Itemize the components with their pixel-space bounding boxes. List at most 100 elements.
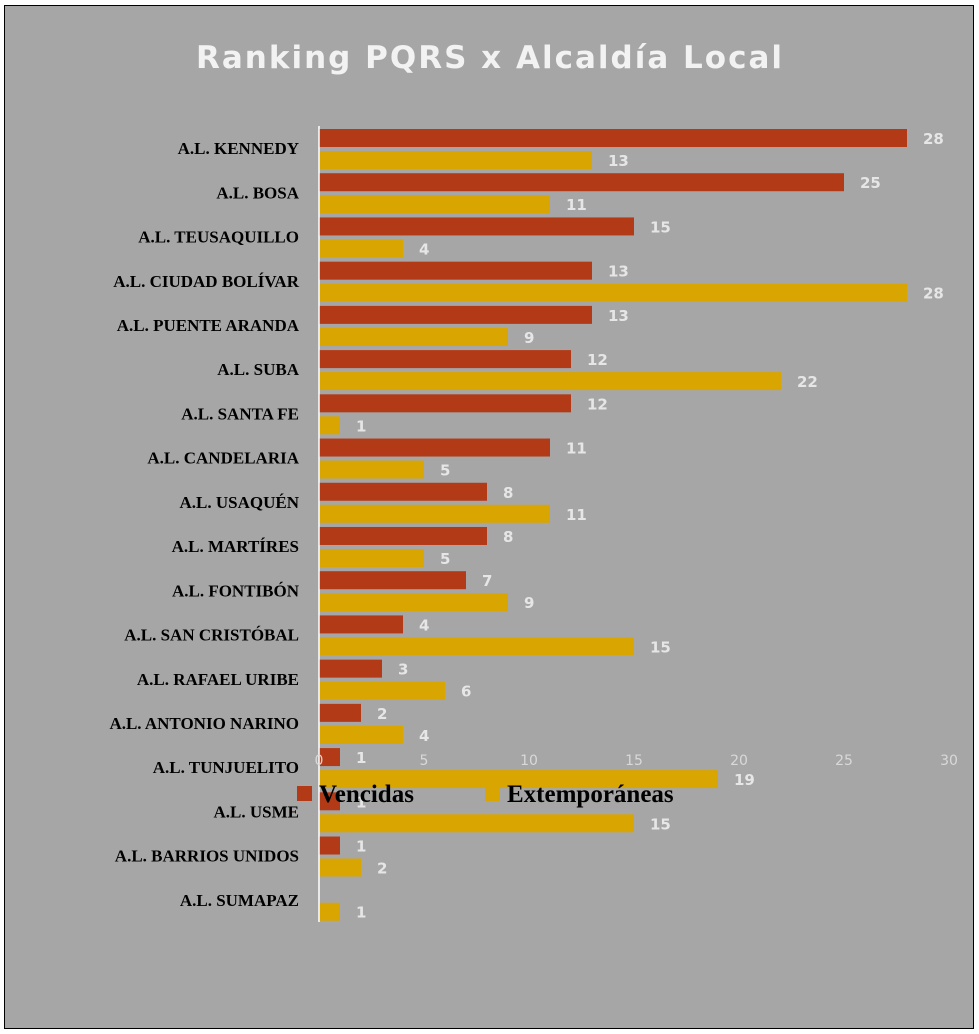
category-label: A.L. BOSA: [216, 183, 299, 202]
data-label: 2: [377, 705, 387, 723]
category-label: A.L. SAN CRISTÓBAL: [124, 626, 299, 645]
data-label: 11: [566, 506, 587, 524]
legend-swatch: [297, 786, 312, 801]
data-label: 1: [356, 793, 366, 811]
x-tick-label: 10: [520, 753, 538, 769]
legend-label: Extemporáneas: [507, 781, 674, 808]
legend-label: Vencidas: [319, 781, 414, 808]
category-label: A.L. MARTÍRES: [172, 537, 299, 556]
category-label: A.L. CIUDAD BOLÍVAR: [113, 272, 299, 291]
bar-extemporaneas: [319, 372, 781, 391]
data-label: 1: [356, 749, 366, 767]
bar-vencidas: [319, 173, 844, 192]
data-label: 11: [566, 196, 587, 214]
x-tick-label: 25: [835, 753, 853, 769]
bar-extemporaneas: [319, 637, 634, 656]
category-label: A.L. SANTA FE: [181, 404, 299, 423]
category-label: A.L. USME: [214, 802, 299, 821]
chart-svg: Ranking PQRS x Alcaldía Local A.L. KENNE…: [109, 40, 958, 922]
bar-extemporaneas: [319, 195, 550, 214]
data-label: 9: [524, 329, 534, 347]
bar-vencidas: [319, 305, 592, 324]
category-label: A.L. FONTIBÓN: [172, 581, 300, 600]
data-label: 1: [356, 417, 366, 435]
data-label: 8: [503, 484, 513, 502]
bar-vencidas: [319, 261, 592, 280]
data-label: 4: [419, 616, 429, 634]
data-label: 5: [440, 550, 450, 568]
data-label: 12: [587, 395, 608, 413]
bar-vencidas: [319, 350, 571, 369]
bar-extemporaneas: [319, 327, 508, 346]
data-label: 11: [566, 440, 587, 458]
bar-vencidas: [319, 217, 634, 236]
x-tick-label: 5: [420, 753, 429, 769]
x-tick-label: 20: [730, 753, 748, 769]
data-label: 15: [650, 815, 671, 833]
bar-extemporaneas: [319, 548, 424, 567]
bar-vencidas: [319, 482, 487, 501]
data-label: 1: [356, 904, 366, 922]
data-label: 25: [860, 174, 881, 192]
category-label: A.L. CANDELARIA: [147, 449, 299, 468]
bar-extemporaneas: [319, 770, 718, 789]
bar-vencidas: [319, 615, 403, 634]
data-label: 15: [650, 638, 671, 656]
x-tick-label: 0: [315, 753, 324, 769]
data-label: 7: [482, 572, 492, 590]
bar-vencidas: [319, 703, 361, 722]
data-label: 13: [608, 263, 629, 281]
bar-vencidas: [319, 129, 907, 147]
bar-extemporaneas: [319, 283, 907, 302]
legend-swatch: [485, 786, 500, 801]
category-label: A.L. ANTONIO NARINO: [109, 714, 299, 733]
legend: Vencidas Extemporáneas: [297, 781, 674, 808]
bar-extemporaneas: [319, 902, 340, 921]
bar-extemporaneas: [319, 239, 403, 258]
data-label: 4: [419, 240, 429, 258]
x-tick-label: 30: [940, 753, 958, 769]
data-label: 4: [419, 727, 429, 745]
chart-title: Ranking PQRS x Alcaldía Local: [196, 40, 784, 76]
category-label: A.L. PUENTE ARANDA: [117, 316, 300, 335]
bar-vencidas: [319, 394, 571, 413]
bar-vencidas: [319, 748, 340, 767]
category-label: A.L. SUMAPAZ: [180, 891, 299, 910]
bar-extemporaneas: [319, 151, 592, 169]
data-label: 12: [587, 351, 608, 369]
bar-vencidas: [319, 659, 382, 678]
category-label: A.L. TEUSAQUILLO: [138, 228, 299, 247]
bar-extemporaneas: [319, 460, 424, 479]
bar-extemporaneas: [319, 858, 361, 877]
data-label: 3: [398, 661, 408, 679]
data-label: 15: [650, 218, 671, 236]
data-label: 28: [923, 130, 944, 148]
bar-vencidas: [319, 792, 340, 811]
data-label: 13: [608, 307, 629, 325]
data-label: 8: [503, 528, 513, 546]
category-label: A.L. RAFAEL URIBE: [137, 670, 299, 689]
bar-extemporaneas: [319, 681, 445, 700]
bar-vencidas: [319, 438, 550, 457]
category-label: A.L. KENNEDY: [178, 139, 299, 158]
bar-extemporaneas: [319, 416, 340, 435]
bar-extemporaneas: [319, 725, 403, 744]
data-label: 13: [608, 152, 629, 170]
category-label: A.L. USAQUÉN: [180, 493, 300, 512]
data-label: 22: [797, 373, 818, 391]
data-label: 2: [377, 860, 387, 878]
bar-extemporaneas: [319, 814, 634, 833]
chart-frame: Ranking PQRS x Alcaldía Local A.L. KENNE…: [4, 5, 974, 1029]
bar-vencidas: [319, 526, 487, 545]
data-label: 9: [524, 594, 534, 612]
data-label: 1: [356, 838, 366, 856]
data-label: 19: [734, 771, 755, 789]
data-label: 6: [461, 683, 471, 701]
category-label: A.L. TUNJUELITO: [153, 758, 299, 777]
bar-extemporaneas: [319, 504, 550, 523]
category-label: A.L. SUBA: [217, 360, 299, 379]
data-label: 5: [440, 462, 450, 480]
data-label: 28: [923, 285, 944, 303]
bar-vencidas: [319, 571, 466, 590]
bar-vencidas: [319, 836, 340, 855]
